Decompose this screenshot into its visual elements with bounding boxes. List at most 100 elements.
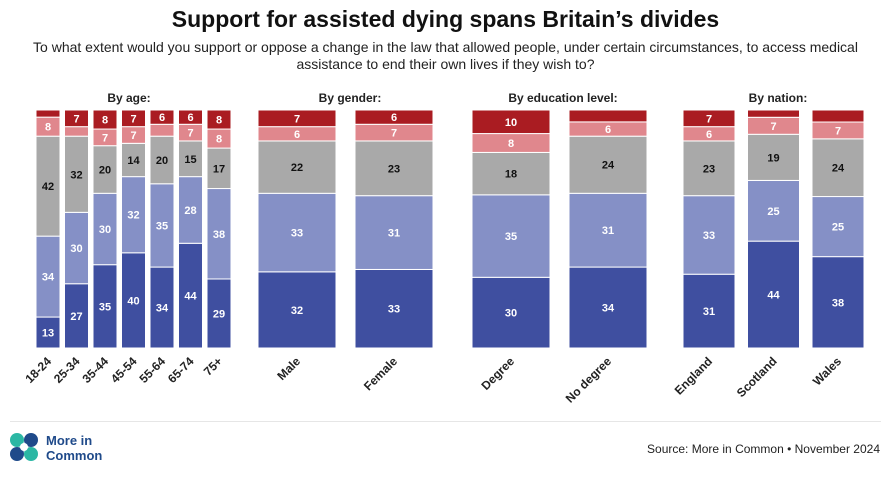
bar-segment-strongly_oppose [568,109,648,123]
bar-segment-somewhat_support [92,192,118,266]
data-label: 34 [156,303,169,315]
data-label: 30 [505,308,517,320]
category-label: 55-64 [137,354,169,386]
bar-segment-strongly_support [682,273,736,349]
bar-segment-strongly_oppose [64,109,89,128]
data-label: 31 [388,228,400,240]
bar-segment-neither [682,140,736,197]
data-label: 19 [767,152,779,164]
bar-segment-somewhat_support [121,176,146,254]
bar-segment-strongly_oppose [747,109,800,118]
logo-line-2: Common [46,448,103,463]
category-label: Degree [478,354,517,393]
data-label: 29 [213,308,225,320]
data-label: 32 [291,305,303,317]
stacked-bar-chart: By age: 13 34 42 8 18-24 27 30 32 7 25-34 35 30 20 7 8 3… [23,91,865,406]
bar-segment-neither [35,135,61,237]
data-label: 10 [505,117,517,129]
category-label: 75+ [201,354,225,378]
bar-segment-neither [178,140,203,178]
group-title-3: By nation: [749,91,808,105]
group-title-2: By education level: [508,91,617,105]
bar-segment-somewhat_support [35,235,61,318]
data-label: 6 [605,124,611,136]
footer-divider [10,421,881,422]
data-label: 8 [508,138,514,150]
bar-segment-neither [811,138,865,198]
data-label: 40 [127,295,139,307]
data-label: 7 [835,125,841,137]
category-label: England [672,354,715,397]
data-label: 6 [187,112,193,124]
data-label: 14 [127,155,140,167]
data-label: 33 [388,304,400,316]
category-label: No degree [563,354,615,406]
data-label: 6 [294,129,300,141]
data-label: 30 [99,224,111,236]
category-label: 35-44 [80,354,112,386]
data-label: 33 [703,230,715,242]
category-label: 18-24 [23,354,55,386]
data-label: 7 [391,128,397,140]
bar-segment-strongly_support [206,278,232,349]
more-in-common-logo-icon [10,433,38,461]
logo-text: More in Common [46,433,102,463]
bar-segment-strongly_oppose [92,109,118,130]
source-note: Source: More in Common • November 2024 [647,442,880,456]
bar-segment-somewhat_oppose [64,126,89,137]
data-label: 27 [70,311,82,323]
data-label: 17 [213,163,225,175]
category-label: 25-34 [51,354,83,386]
bar-segment-neither [257,140,337,194]
data-label: 25 [832,222,844,234]
data-label: 28 [184,205,196,217]
data-label: 32 [70,169,82,181]
bar-segment-strongly_oppose [121,109,146,128]
data-label: 6 [159,112,165,124]
data-label: 7 [187,128,193,140]
category-label: Wales [810,354,844,388]
category-label: 45-54 [108,354,140,386]
bar-segment-strongly_oppose [354,109,434,125]
data-label: 23 [703,163,715,175]
data-label: 8 [216,115,222,127]
data-label: 20 [99,165,111,177]
bar-segment-somewhat_support [149,183,175,268]
data-label: 7 [73,113,79,125]
data-label: 25 [767,206,779,218]
bar-segment-neither [206,147,232,190]
data-label: 8 [102,115,108,127]
group-title-0: By age: [107,91,150,105]
data-label: 7 [294,113,300,125]
bar-segment-strongly_oppose [471,109,551,135]
bar-segment-strongly_support [471,276,551,349]
bar-segment-neither [92,145,118,194]
bar-segment-neither [747,133,800,181]
bar-segment-somewhat_support [747,179,800,242]
bar-segment-strongly_oppose [35,109,61,118]
data-label: 7 [102,132,108,144]
data-label: 35 [99,301,111,313]
data-label: 44 [184,291,197,303]
data-label: 32 [127,210,139,222]
data-label: 13 [42,328,54,340]
bar-segment-somewhat_support [471,194,551,278]
data-label: 6 [706,129,712,141]
data-label: 34 [42,272,55,284]
data-label: 44 [767,290,780,302]
data-label: 23 [388,163,400,175]
data-label: 7 [130,113,136,125]
bar-segment-somewhat_support [811,196,865,258]
data-label: 7 [770,121,776,133]
logo-line-1: More in [46,433,93,448]
bar-segment-strongly_oppose [682,109,736,128]
data-label: 15 [184,154,196,166]
data-label: 33 [291,228,303,240]
bar-segment-strongly_oppose [257,109,337,128]
bar-segment-somewhat_support [568,192,648,268]
bar-segment-strongly_support [568,266,648,349]
bar-segment-strongly_oppose [811,109,865,123]
category-label: 65-74 [165,354,197,386]
chart-subtitle: To what extent would you support or oppo… [33,39,858,72]
bar-segment-strongly_support [92,264,118,349]
